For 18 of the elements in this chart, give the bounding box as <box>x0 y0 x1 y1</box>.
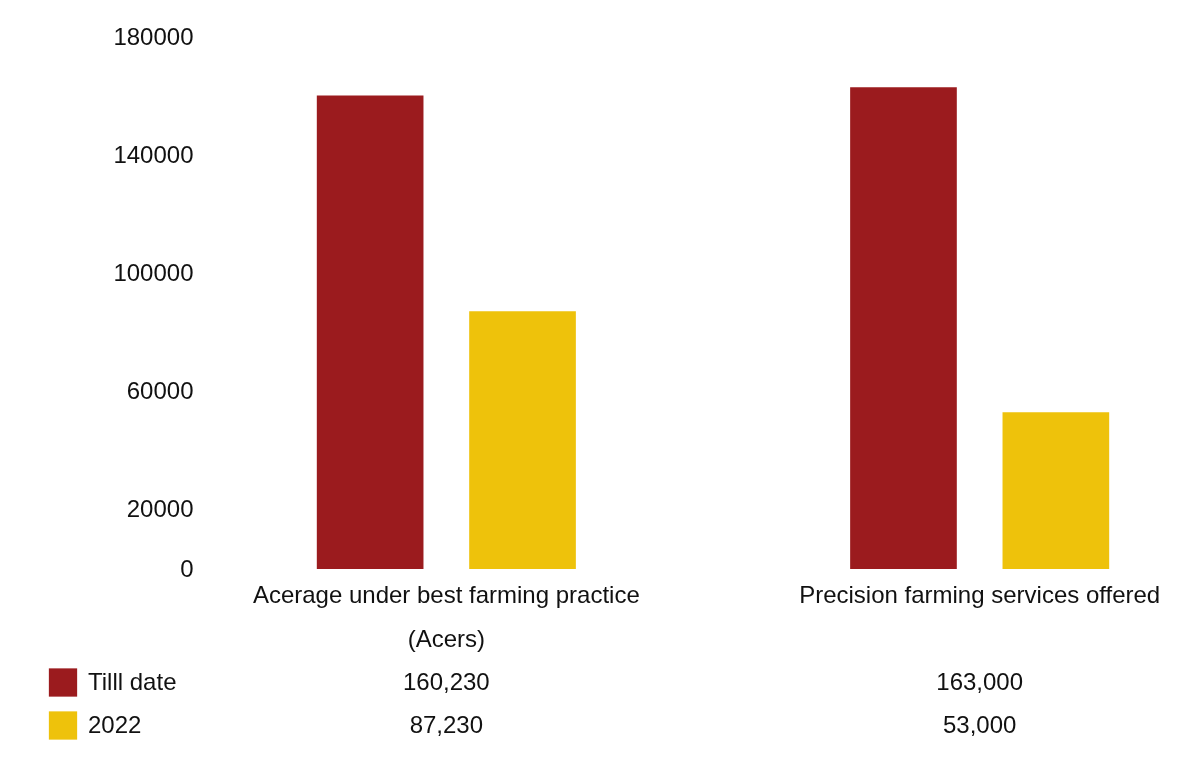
y-tick-label: 180000 <box>113 22 194 50</box>
legend-label: 2022 <box>88 710 142 738</box>
legend-label: Tilll date <box>88 667 177 695</box>
bar <box>850 87 957 569</box>
y-tick-label: 20000 <box>126 495 194 523</box>
y-tick-label: 0 <box>180 554 194 582</box>
data-label: 163,000 <box>936 667 1024 695</box>
y-tick-label: 100000 <box>113 258 194 286</box>
x-tick-label: Precision farming services offered <box>799 580 1161 608</box>
data-label: 160,230 <box>402 667 490 695</box>
bar <box>469 311 576 569</box>
bar <box>1002 412 1110 569</box>
y-tick-label: 60000 <box>126 377 194 405</box>
x-tick-label: Acerage under best farming practice (Acers) <box>252 580 640 652</box>
data-label: 53,000 <box>942 710 1017 738</box>
bar <box>316 95 424 569</box>
data-label: 87,230 <box>409 710 484 738</box>
y-tick-label: 140000 <box>113 140 194 168</box>
